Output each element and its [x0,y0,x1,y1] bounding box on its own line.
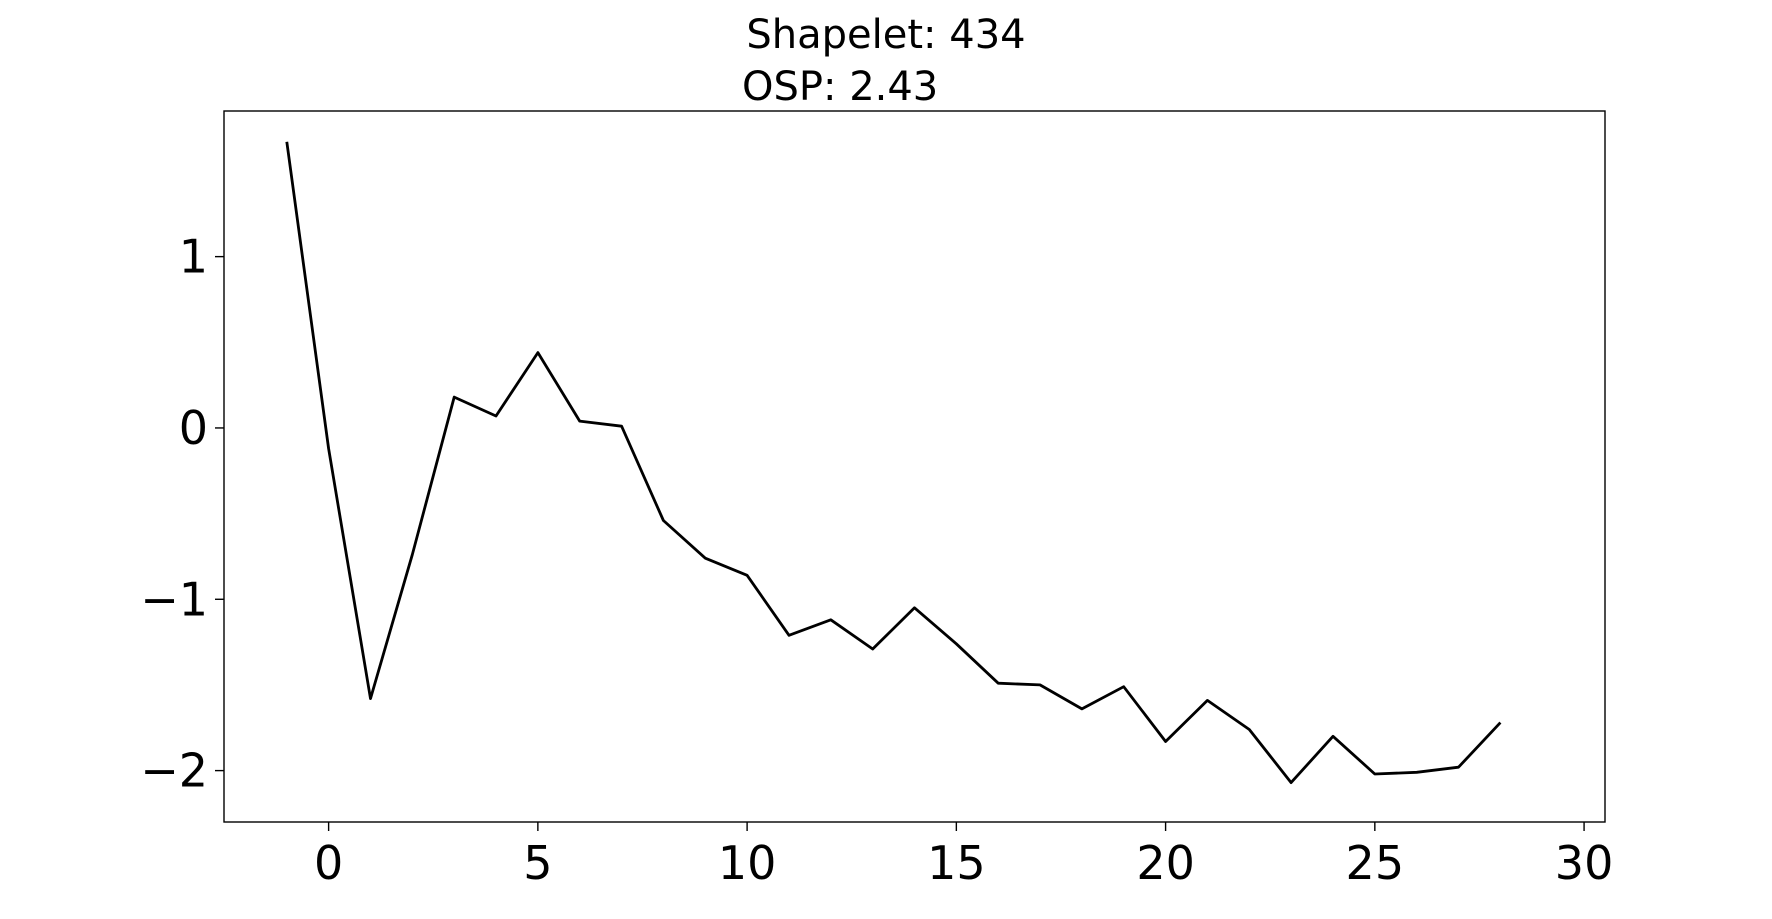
chart-subtitle: OSP: 2.43 [742,64,938,110]
x-tick-label: 20 [1136,836,1195,890]
x-tick-label: 30 [1555,836,1614,890]
x-tick-label: 25 [1346,836,1405,890]
y-tick-label: 1 [179,230,208,284]
y-tick-label: −2 [140,744,208,798]
y-tick-label: 0 [179,401,208,455]
x-tick-label: 5 [523,836,552,890]
y-tick-label: −1 [140,572,208,626]
chart-title: Shapelet: 434 [746,12,1025,58]
series-line-0 [285,141,1502,784]
x-tick-label: 15 [927,836,986,890]
axes-frame [223,110,1606,823]
x-tick-label: 10 [718,836,777,890]
x-tick-label: 0 [314,836,343,890]
